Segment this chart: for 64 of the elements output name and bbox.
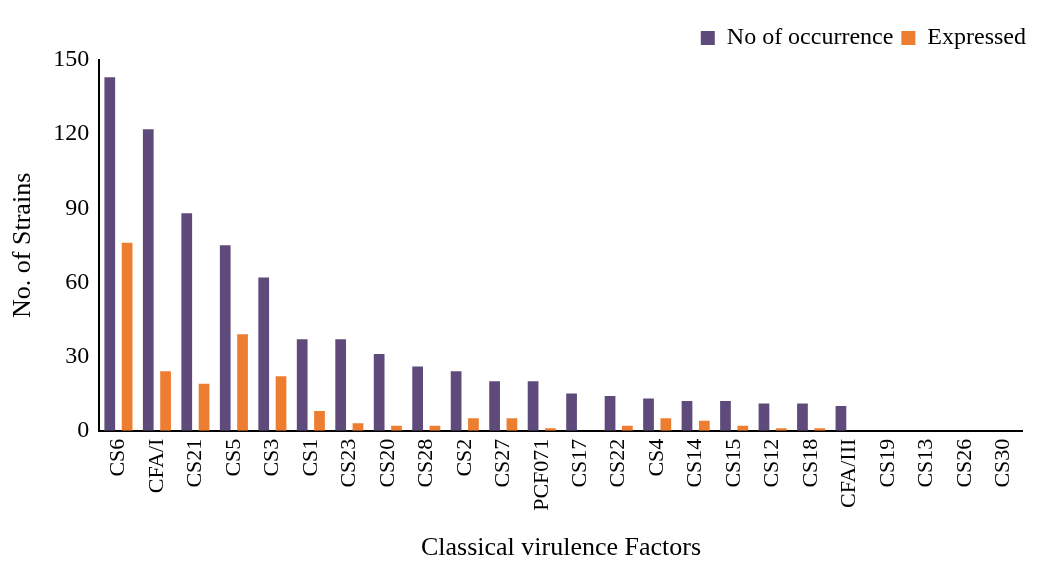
- legend-label: No of occurrence: [726, 23, 894, 50]
- bar: [604, 396, 616, 431]
- x-tick-label: CS22: [604, 438, 630, 488]
- x-tick-label: CS3: [258, 438, 284, 477]
- bar: [797, 403, 808, 431]
- y-tick-label: 120: [53, 119, 90, 146]
- bar: [681, 401, 693, 431]
- bar: [489, 381, 500, 431]
- x-tick-label: CS21: [181, 438, 207, 488]
- y-tick-label: 150: [53, 45, 90, 72]
- x-tick-label: CS17: [566, 438, 591, 488]
- y-axis-title: No. of Strains: [7, 172, 37, 318]
- bar: [335, 339, 347, 431]
- x-tick-label: CS23: [335, 438, 361, 488]
- bar: [720, 401, 731, 431]
- bar: [450, 371, 462, 431]
- bar: [506, 418, 518, 431]
- bar: [160, 371, 171, 431]
- y-tick-label: 0: [77, 415, 90, 442]
- bar: [142, 129, 154, 431]
- x-tick-label: CS20: [373, 438, 399, 488]
- y-tick-label: 60: [65, 267, 90, 294]
- x-tick-label: CS19: [873, 438, 899, 488]
- bar: [412, 366, 423, 431]
- bar: [527, 381, 539, 431]
- x-tick-label: CS6: [104, 438, 130, 477]
- x-tick-label: CS27: [489, 438, 515, 488]
- x-axis-title: Classical virulence Factors: [420, 532, 702, 562]
- bar: [104, 77, 116, 431]
- x-tick-label: CS30: [989, 438, 1015, 488]
- bar: [121, 242, 133, 431]
- bar: [660, 418, 672, 431]
- x-tick-label: CFA/I: [142, 438, 168, 494]
- bar: [219, 245, 231, 431]
- bar: [566, 393, 577, 431]
- bar: [314, 410, 325, 431]
- x-tick-label: CS12: [758, 438, 784, 488]
- x-tick-label: CS18: [796, 438, 822, 488]
- bar: [698, 420, 710, 431]
- bar: [296, 339, 308, 431]
- bar: [237, 334, 248, 431]
- bar: [181, 213, 193, 431]
- bar: [835, 405, 847, 431]
- bar: [373, 354, 385, 431]
- bar: [198, 383, 210, 431]
- x-tick-label: CFA/III: [835, 438, 861, 508]
- x-tick-label: CS13: [912, 438, 938, 488]
- bar: [275, 376, 287, 431]
- y-tick-label: 90: [65, 193, 90, 220]
- x-tick-label: CS1: [296, 438, 322, 477]
- bar: [758, 403, 770, 431]
- y-tick-label: 30: [65, 341, 90, 368]
- bar: [468, 418, 479, 431]
- bar: [258, 277, 270, 431]
- x-tick-label: CS26: [950, 438, 976, 488]
- x-tick-label: CS2: [450, 438, 476, 477]
- bar: [643, 398, 654, 431]
- x-tick-label: CS15: [719, 438, 745, 488]
- x-tick-label: CS14: [681, 438, 707, 488]
- x-tick-label: CS28: [412, 438, 438, 488]
- legend-label: Expressed: [927, 23, 1026, 50]
- x-tick-label: CS5: [219, 438, 245, 477]
- x-tick-label: PCF071: [527, 438, 553, 511]
- x-tick-label: CS4: [642, 438, 668, 477]
